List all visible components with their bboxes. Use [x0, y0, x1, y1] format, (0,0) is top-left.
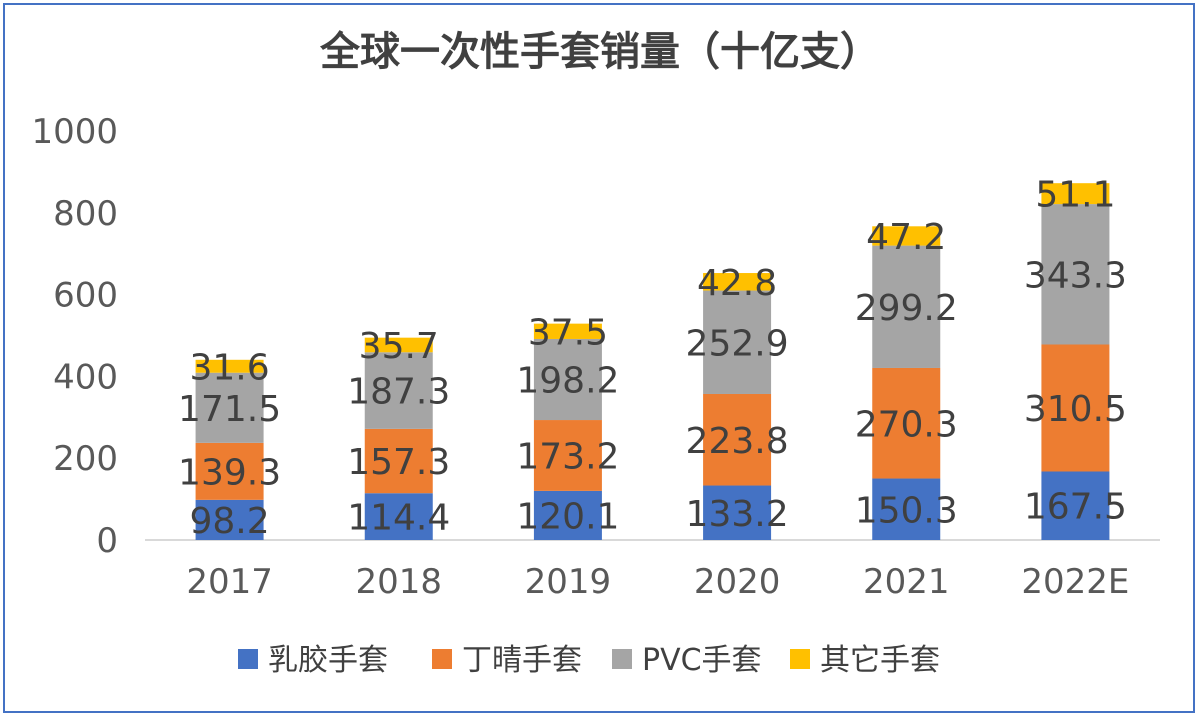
bar-segment: [364, 428, 433, 494]
data-label: 173.2: [516, 436, 619, 477]
bar-segment: [703, 393, 772, 486]
bar-segment: [1041, 344, 1110, 472]
data-label: 187.3: [347, 372, 450, 413]
legend-label: PVC手套: [642, 643, 762, 678]
legend-label: 乳胶手套: [268, 643, 388, 678]
legend: 乳胶手套 丁晴手套 PVC手套 其它手套: [238, 643, 940, 678]
bar-segment: [872, 478, 941, 540]
bar-segment: [195, 372, 264, 443]
legend-swatch: [238, 649, 258, 669]
y-tick-label: 0: [96, 521, 118, 561]
data-label: 270.3: [855, 404, 958, 445]
bar-segment: [195, 442, 264, 500]
data-label: 31.6: [190, 347, 270, 388]
data-label: 51.1: [1035, 175, 1115, 216]
bar-segment: [1041, 204, 1110, 345]
legend-swatch: [612, 649, 632, 669]
data-label: 343.3: [1024, 255, 1127, 296]
bar-segment: [364, 352, 433, 429]
data-label: 133.2: [686, 494, 789, 535]
data-label: 98.2: [190, 501, 270, 542]
x-tick-label: 2021: [863, 562, 950, 602]
data-label: 157.3: [347, 442, 450, 483]
data-label: 223.8: [686, 421, 789, 462]
data-label: 139.3: [178, 452, 281, 493]
bar-segment: [1041, 471, 1110, 540]
data-label: 299.2: [855, 288, 958, 329]
x-tick-label: 2018: [355, 562, 442, 602]
bar-segment: [364, 337, 433, 353]
bar-segment: [533, 490, 602, 540]
bar-segment: [703, 290, 772, 394]
data-label: 310.5: [1024, 389, 1127, 430]
y-tick-label: 400: [53, 357, 118, 397]
bar-segment: [703, 485, 772, 540]
data-label: 252.9: [686, 323, 789, 364]
data-label: 167.5: [1024, 487, 1127, 528]
bar-segment: [533, 323, 602, 339]
bar-segment: [703, 273, 772, 291]
x-tick-label: 2022E: [1021, 562, 1129, 602]
chart-title: 全球一次性手套销量（十亿支）: [319, 29, 880, 75]
x-tick-label: 2017: [186, 562, 273, 602]
data-label: 150.3: [855, 490, 958, 531]
bars: 98.2 139.3 171.531.6 114.4 157.3 187.3 35.7 120…: [178, 175, 1127, 542]
bar-segment: [533, 420, 602, 491]
data-label: 171.5: [178, 389, 281, 430]
legend-swatch: [432, 649, 452, 669]
y-axis: 0 200 400 600 800 1000: [31, 112, 118, 561]
data-label: 120.1: [516, 496, 619, 537]
bar-segment: [364, 493, 433, 540]
legend-label: 丁晴手套: [462, 643, 582, 678]
bar-segment: [872, 226, 941, 246]
legend-label: 其它手套: [820, 643, 940, 678]
bar-segment: [195, 499, 264, 540]
bar-segment: [533, 338, 602, 421]
data-label: 198.2: [516, 361, 619, 402]
bar-segment: [872, 367, 941, 479]
data-label: 37.5: [528, 312, 608, 353]
y-tick-label: 200: [53, 439, 118, 479]
x-tick-label: 2020: [694, 562, 781, 602]
x-tick-label: 2019: [525, 562, 612, 602]
data-label: 35.7: [359, 326, 439, 367]
y-tick-label: 800: [53, 194, 118, 234]
legend-swatch: [790, 649, 810, 669]
y-tick-label: 1000: [31, 112, 118, 152]
bar-segment: [195, 359, 264, 373]
bar-segment: [872, 245, 941, 368]
data-label: 114.4: [347, 498, 450, 539]
data-label: 42.8: [697, 263, 777, 304]
bar-segment: [1041, 183, 1110, 205]
x-axis: 2017 2018 2019 2020 2021 2022E: [186, 562, 1129, 602]
data-label: 47.2: [866, 217, 946, 258]
y-tick-label: 600: [53, 276, 118, 316]
